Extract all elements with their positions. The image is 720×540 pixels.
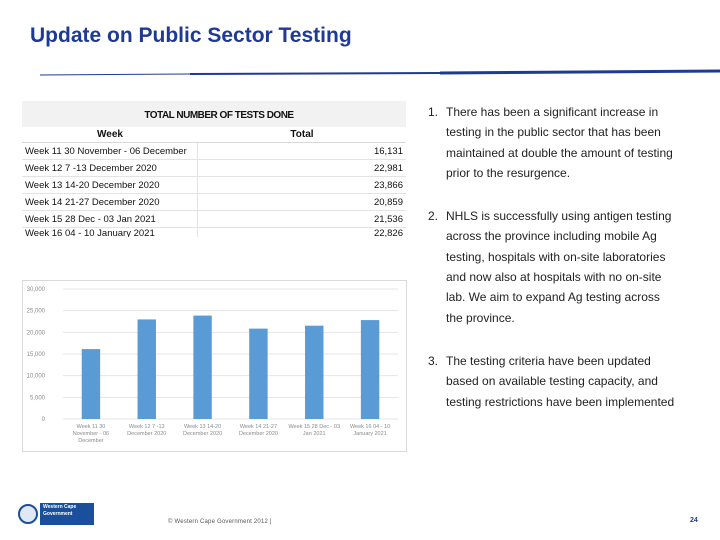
bullet-number: 2. bbox=[428, 209, 439, 224]
x-tick-label: December 2020 bbox=[183, 431, 222, 437]
bullet-number: 1. bbox=[428, 105, 439, 119]
tests-bar-chart: 0 5,000 10,000 15,000 20,000 25,000 30,000 Week… bbox=[22, 280, 407, 452]
bullet-text: There has been a significant increase in… bbox=[446, 102, 718, 183]
row-total: 22,981 bbox=[373, 163, 403, 174]
x-tick-label: January 2021 bbox=[353, 431, 386, 437]
bullet-text: The testing criteria have been updated b… bbox=[446, 351, 718, 412]
row-total: 21,536 bbox=[373, 214, 403, 225]
row-week: Week 14 21-27 December 2020 bbox=[22, 194, 198, 210]
bullet-line: testing restrictions have been implement… bbox=[446, 394, 675, 409]
row-week: Week 11 30 November - 06 December bbox=[22, 143, 198, 159]
y-tick-label: 15,000 bbox=[27, 352, 46, 358]
government-logo: Western Cape Government bbox=[18, 503, 94, 525]
bullet-text: NHLS is successfully using antigen testi… bbox=[446, 206, 718, 328]
table-row: Week 11 30 November - 06 December 16,131 bbox=[22, 143, 406, 160]
bullet-line: across the province including mobile Ag bbox=[446, 229, 657, 244]
bar bbox=[137, 319, 156, 419]
x-tick-label: Week 15 28 Dec - 03 bbox=[288, 424, 340, 430]
y-tick-label: 10,000 bbox=[27, 374, 46, 380]
table-row: Week 15 28 Dec - 03 Jan 2021 21,536 bbox=[22, 211, 406, 228]
bullet-item: 2. NHLS is successfully using antigen te… bbox=[428, 206, 718, 328]
table-row: Week 13 14-20 December 2020 23,866 bbox=[22, 177, 406, 194]
table-row: Week 16 04 - 10 January 2021 22,826 bbox=[22, 228, 406, 237]
bullet-line: The testing criteria have been updated bbox=[446, 353, 651, 368]
x-tick-label: Week 13 14-20 bbox=[184, 424, 221, 430]
bullet-list: 1. There has been a significant increase… bbox=[428, 102, 718, 435]
bullet-line: testing in the public sector that has be… bbox=[446, 125, 661, 140]
bar bbox=[305, 325, 324, 419]
bullet-line: NHLS is successfully using antigen testi… bbox=[446, 209, 672, 224]
row-total: 16,131 bbox=[373, 146, 403, 157]
x-tick-label: December 2020 bbox=[239, 431, 278, 437]
bullet-line: There has been a significant increase in bbox=[446, 105, 659, 119]
slide-title: Update on Public Sector Testing bbox=[30, 24, 352, 47]
row-total: 22,826 bbox=[373, 228, 403, 237]
chart-canvas: 0 5,000 10,000 15,000 20,000 25,000 30,000 Week… bbox=[27, 287, 398, 444]
logo-band: Western Cape Government bbox=[40, 503, 94, 525]
row-week: Week 15 28 Dec - 03 Jan 2021 bbox=[22, 211, 198, 227]
bar bbox=[249, 328, 268, 419]
bullet-line: based on available testing capacity, and bbox=[446, 374, 658, 389]
x-tick-label: December bbox=[78, 438, 104, 444]
bullet-line: the province. bbox=[446, 310, 515, 325]
table-row: Week 12 7 -13 December 2020 22,981 bbox=[22, 160, 406, 177]
bullet-item: 3. The testing criteria have been update… bbox=[428, 351, 718, 412]
x-tick-label: November - 06 bbox=[73, 431, 109, 437]
row-week: Week 12 7 -13 December 2020 bbox=[22, 160, 198, 176]
table-title: TOTAL NUMBER OF TESTS DONE bbox=[22, 101, 406, 127]
copyright-notice: © Western Cape Government 2012 | bbox=[168, 519, 272, 525]
bar bbox=[193, 315, 212, 419]
table-row: Week 14 21-27 December 2020 20,859 bbox=[22, 194, 406, 211]
bullet-line: and now also at hospitals with no on-sit… bbox=[446, 270, 662, 285]
tests-table: TOTAL NUMBER OF TESTS DONE Week Total We… bbox=[22, 101, 406, 237]
bullet-line: lab. We aim to expand Ag testing across bbox=[446, 290, 660, 305]
row-week: Week 13 14-20 December 2020 bbox=[22, 177, 198, 193]
row-total: 23,866 bbox=[373, 180, 403, 191]
header-week: Week bbox=[97, 129, 123, 140]
page-number: 24 bbox=[690, 517, 698, 524]
x-tick-label: Week 16 04 - 10 bbox=[350, 424, 390, 430]
x-tick-label: Week 11 30 bbox=[76, 424, 105, 430]
bullet-line: testing, hospitals with on-site laborato… bbox=[446, 249, 666, 264]
row-total: 20,859 bbox=[373, 197, 403, 208]
y-tick-label: 5,000 bbox=[30, 395, 46, 401]
y-tick-label: 0 bbox=[42, 417, 46, 423]
y-tick-label: 30,000 bbox=[27, 287, 46, 293]
title-divider bbox=[40, 69, 720, 76]
bullet-line: prior to the resurgence. bbox=[446, 165, 571, 180]
bar bbox=[81, 349, 101, 419]
header-total: Total bbox=[290, 129, 314, 140]
coat-of-arms-icon bbox=[18, 504, 38, 524]
x-tick-label: Jan 2021 bbox=[303, 431, 326, 437]
table-header-row: Week Total bbox=[22, 127, 406, 143]
x-tick-label: Week 14 21-27 bbox=[240, 424, 277, 430]
bullet-number: 3. bbox=[428, 353, 439, 368]
x-tick-label: Week 12 7 -13 bbox=[129, 424, 165, 430]
y-tick-label: 25,000 bbox=[27, 309, 46, 315]
x-tick-label: December 2020 bbox=[127, 431, 166, 437]
bullet-line: maintained at double the amount of testi… bbox=[446, 145, 673, 160]
logo-text: Western Cape Government bbox=[43, 504, 77, 517]
bullet-item: 1. There has been a significant increase… bbox=[428, 102, 718, 183]
bar bbox=[360, 320, 380, 419]
row-week: Week 16 04 - 10 January 2021 bbox=[22, 228, 198, 237]
y-tick-label: 20,000 bbox=[27, 330, 46, 336]
